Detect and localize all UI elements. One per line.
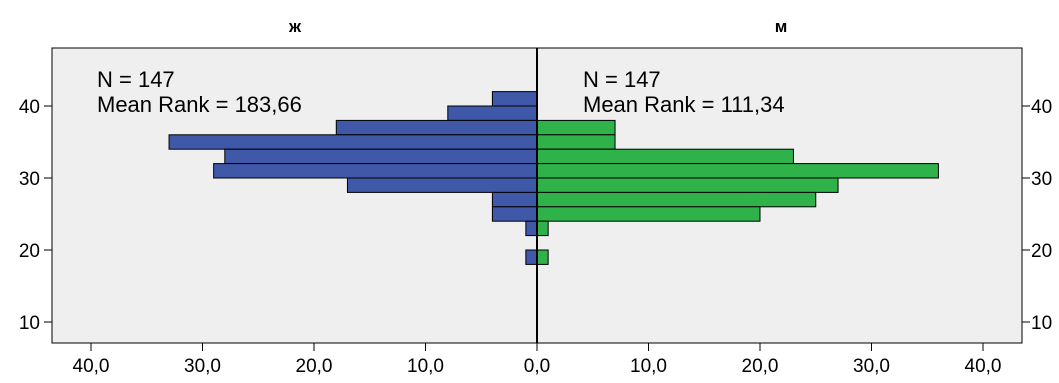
x-axis: 40,0 30,0 20,0 10,0 0,0 10,0 20,0 30,0 40,0 xyxy=(73,343,1002,377)
x-tick-label: 40,0 xyxy=(965,356,1002,377)
left-panel-title: ж xyxy=(288,17,302,36)
left-y-axis: 10 20 30 40 xyxy=(19,97,52,334)
right-bars-group xyxy=(536,119,939,265)
left-bar-5 xyxy=(213,163,538,179)
x-tick-label: 30,0 xyxy=(184,356,221,377)
right-bar-1 xyxy=(536,134,616,150)
right-panel-title: м xyxy=(775,17,788,36)
right-bar-2 xyxy=(536,148,794,165)
left-bar-7 xyxy=(491,191,538,208)
right-y-tick-label: 30 xyxy=(1031,169,1052,190)
left-y-tick-label: 40 xyxy=(19,97,40,118)
right-y-tick-label: 10 xyxy=(1031,313,1052,334)
left-bar-8 xyxy=(491,206,538,222)
right-mean-rank-label: Mean Rank = 111,34 xyxy=(583,92,785,117)
right-y-tick-label: 20 xyxy=(1031,241,1052,262)
left-y-tick-label: 20 xyxy=(19,241,40,262)
right-bar-3 xyxy=(536,163,939,179)
x-tick-label: 30,0 xyxy=(853,356,890,377)
left-n-label: N = 147 xyxy=(97,67,175,92)
x-tick-label: 20,0 xyxy=(742,356,779,377)
left-y-tick-label: 10 xyxy=(19,313,40,334)
right-n-label: N = 147 xyxy=(583,67,661,92)
right-bar-5 xyxy=(536,191,817,208)
left-mean-rank-label: Mean Rank = 183,66 xyxy=(97,92,302,117)
right-bar-4 xyxy=(536,177,839,193)
left-bar-3 xyxy=(168,134,538,150)
left-bar-1 xyxy=(447,105,538,121)
left-bar-6 xyxy=(346,177,538,193)
right-bar-7 xyxy=(536,220,549,237)
x-tick-label: 10,0 xyxy=(630,356,667,377)
left-bar-10 xyxy=(525,249,538,265)
right-bar-8 xyxy=(536,249,549,265)
right-bar-0 xyxy=(536,119,616,136)
x-tick-label: 10,0 xyxy=(407,356,444,377)
left-bar-4 xyxy=(224,148,538,165)
x-tick-label: 0,0 xyxy=(524,356,550,377)
right-y-axis: 10 20 30 40 xyxy=(1022,97,1052,334)
left-y-tick-label: 30 xyxy=(19,169,40,190)
left-bar-0 xyxy=(491,91,538,107)
x-tick-label: 20,0 xyxy=(296,356,333,377)
left-bar-9 xyxy=(525,220,538,237)
left-bar-2 xyxy=(335,119,538,136)
x-tick-label: 40,0 xyxy=(73,356,110,377)
right-bar-6 xyxy=(536,206,761,222)
right-y-tick-label: 40 xyxy=(1031,97,1052,118)
